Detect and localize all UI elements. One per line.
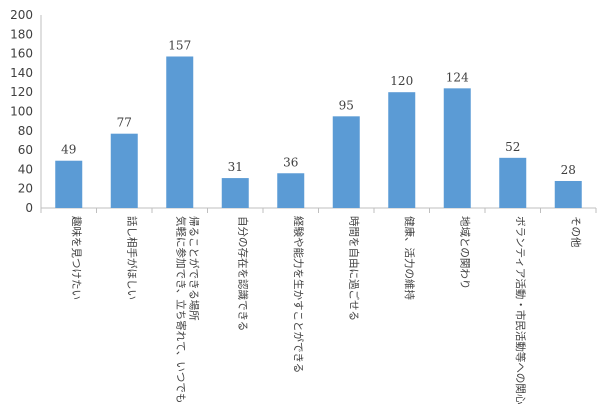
data-label: 28 (561, 163, 576, 177)
category-label: その他 (569, 216, 582, 248)
y-tick-label: 40 (18, 162, 33, 176)
bar (166, 56, 194, 209)
data-label: 31 (228, 160, 243, 174)
y-tick-label: 180 (10, 27, 33, 41)
bar (277, 173, 305, 208)
category-label: 時間を自由に過ごせる (347, 216, 360, 321)
category-label: 話し相手がほしい (125, 216, 138, 300)
y-tick-label: 80 (18, 124, 33, 138)
category-label: 地域との関わり (458, 216, 471, 289)
y-tick-label: 200 (10, 8, 33, 22)
category-label: 健康、活力の維持 (403, 216, 416, 300)
category-label: ボランティア活動・市民活動等への関心 (514, 216, 527, 405)
category-label: 帰ることができる場所 (187, 216, 200, 321)
bar (110, 133, 138, 208)
data-label: 77 (117, 116, 132, 130)
category-label: 気軽に参加でき、立ち寄れて、いつでも (174, 216, 187, 403)
category-label: 経験や能力を生かすことができる (292, 216, 305, 373)
y-tick-label: 120 (10, 85, 33, 99)
category-label: 自分の存在を認識できる (236, 216, 249, 331)
data-label: 36 (283, 155, 298, 169)
y-tick-label: 100 (10, 105, 33, 119)
y-tick-label: 160 (10, 47, 33, 61)
data-label: 124 (446, 70, 469, 84)
y-tick-label: 60 (18, 143, 33, 157)
y-tick-label: 0 (25, 201, 33, 215)
bar (221, 178, 249, 208)
data-label: 95 (339, 98, 354, 112)
bar (388, 92, 416, 208)
bar (554, 180, 582, 208)
data-label: 49 (61, 143, 76, 157)
y-tick-label: 20 (18, 182, 33, 196)
data-label: 52 (505, 140, 520, 154)
y-tick-label: 140 (10, 66, 33, 80)
data-label: 157 (168, 38, 191, 52)
bar (332, 116, 360, 208)
data-label: 120 (390, 74, 413, 88)
category-label: 趣味を見つけたい (70, 216, 83, 300)
bar (499, 157, 527, 208)
bar (443, 88, 471, 208)
bar (55, 160, 83, 208)
